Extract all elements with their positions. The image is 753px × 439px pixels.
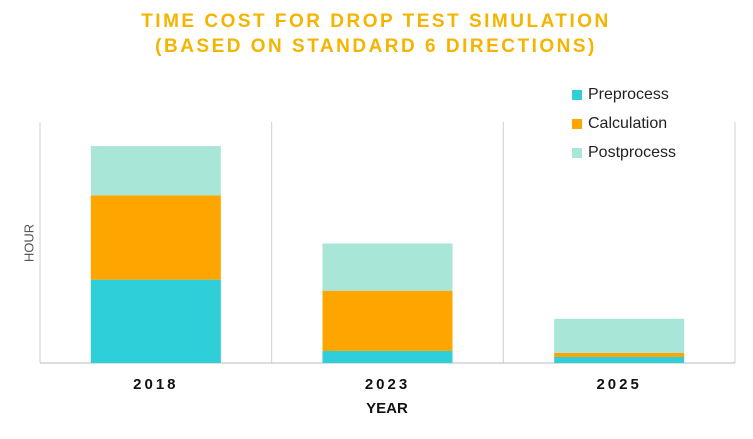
legend-label: Preprocess xyxy=(588,86,669,103)
bar-segment xyxy=(322,350,453,363)
bar-segment xyxy=(90,195,221,280)
x-tick-label: 2025 xyxy=(596,376,641,393)
x-tick-label: 2018 xyxy=(133,376,178,393)
bar-segment xyxy=(90,279,221,363)
legend-swatch xyxy=(572,119,582,129)
bar-segment xyxy=(90,146,221,196)
y-axis-label: HOUR xyxy=(21,224,36,262)
bar-segment xyxy=(554,352,685,357)
bar-segment xyxy=(322,243,453,291)
legend-swatch xyxy=(572,90,582,100)
chart-title: TIME COST FOR DROP TEST SIMULATION xyxy=(141,11,611,32)
bar-segment xyxy=(554,318,685,353)
legend-label: Calculation xyxy=(588,115,667,132)
bar-segment xyxy=(322,290,453,351)
chart-subtitle: (BASED ON STANDARD 6 DIRECTIONS) xyxy=(155,36,597,57)
x-tick-label: 2023 xyxy=(365,376,410,393)
legend-label: Postprocess xyxy=(588,144,676,161)
x-axis-label: YEAR xyxy=(366,400,408,417)
legend-swatch xyxy=(572,148,582,158)
bar-segment xyxy=(554,356,685,363)
